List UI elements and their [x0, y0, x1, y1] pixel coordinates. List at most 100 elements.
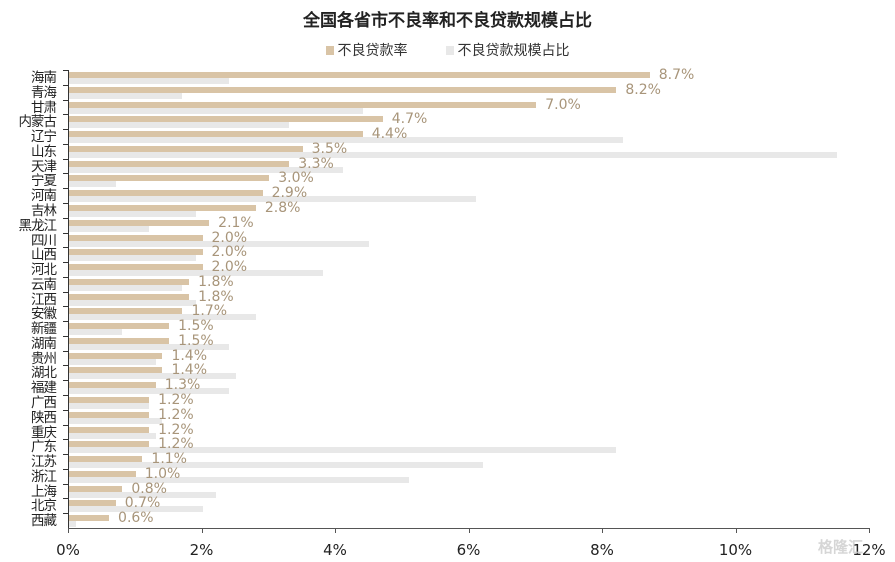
bar-row: 辽宁 4.4% — [31, 126, 869, 144]
y-tick — [63, 99, 68, 101]
bar-npl-share — [69, 122, 290, 129]
x-tick-label: 8% — [590, 541, 614, 559]
data-label: 1.1% — [151, 451, 187, 468]
category-label: 广西 — [31, 395, 57, 412]
bar-npl-share — [69, 78, 230, 84]
bar-row: 宁夏 3.0% — [31, 170, 869, 188]
data-label: 3.5% — [311, 140, 348, 157]
bar-npl-rate — [69, 500, 116, 507]
category-label: 福建 — [31, 380, 57, 397]
bar-row: 天津 3.3% — [31, 156, 869, 174]
bar-npl-rate — [69, 515, 110, 522]
bar-row: 吉林 2.8% — [31, 199, 869, 218]
bar-npl-rate — [69, 86, 617, 93]
bar-npl-share — [69, 358, 156, 365]
y-tick — [63, 202, 68, 204]
bar-npl-rate — [69, 249, 203, 256]
bar-row: 甘肃 7.0% — [31, 97, 869, 115]
bar-npl-share — [69, 255, 196, 262]
bar-row: 陕西 1.2% — [31, 406, 869, 425]
bar-row: 云南 1.8% — [31, 273, 869, 292]
data-label: 4.4% — [371, 126, 408, 143]
bar-npl-rate — [69, 426, 150, 433]
bar-row: 河南 2.9% — [31, 185, 869, 203]
legend-item-npl-share: 不良贷款规模占比 — [445, 40, 570, 60]
bar-npl-rate — [69, 323, 170, 330]
bar-npl-rate — [69, 397, 150, 404]
legend: 不良贷款率 不良贷款规模占比 — [0, 40, 895, 60]
x-tick — [468, 528, 470, 533]
bar-npl-share — [69, 432, 156, 439]
y-tick — [63, 143, 68, 145]
bar-row: 内蒙古 4.7% — [19, 111, 869, 129]
data-label: 0.6% — [118, 510, 154, 527]
category-label: 湖南 — [31, 335, 57, 352]
legend-item-npl-rate: 不良贷款率 — [325, 40, 408, 60]
legend-swatch-npl-rate — [325, 45, 334, 55]
bar-row: 西藏 0.6% — [31, 510, 869, 528]
bar-npl-share — [69, 329, 123, 336]
bar-npl-rate — [69, 219, 210, 226]
data-label: 2.8% — [264, 199, 301, 216]
category-label: 西藏 — [31, 513, 57, 530]
y-tick — [63, 84, 68, 86]
bar-npl-rate — [69, 367, 163, 374]
y-tick — [63, 350, 68, 352]
bar-npl-rate — [69, 116, 383, 123]
bar-npl-share — [69, 284, 183, 291]
x-tick-label: 2% — [189, 541, 214, 559]
bar-npl-share — [69, 491, 216, 498]
data-label: 1.8% — [198, 273, 234, 290]
y-tick — [63, 232, 68, 234]
data-label: 2.1% — [218, 214, 254, 231]
category-label: 江苏 — [31, 454, 57, 471]
data-label: 1.0% — [144, 465, 181, 482]
category-label: 海南 — [31, 70, 57, 86]
x-tick — [335, 528, 336, 533]
bar-npl-rate — [69, 352, 163, 359]
bar-npl-rate — [69, 190, 263, 197]
bar-npl-rate — [69, 160, 290, 167]
bar-npl-rate — [69, 175, 270, 182]
y-tick — [63, 306, 68, 308]
category-label: 上海 — [31, 483, 57, 500]
bar-npl-rate — [69, 145, 303, 152]
data-label: 1.4% — [171, 362, 208, 379]
y-tick — [63, 276, 68, 278]
category-label: 重庆 — [31, 424, 57, 441]
data-label: 2.0% — [211, 259, 248, 276]
bar-row: 广东 1.2% — [31, 436, 869, 454]
bar-row: 山东 3.5% — [31, 140, 869, 159]
x-tick — [68, 528, 69, 533]
x-tick — [869, 528, 870, 533]
bar-row: 上海 0.8% — [31, 481, 869, 499]
bar-npl-share — [69, 210, 196, 217]
legend-swatch-npl-share — [445, 45, 454, 55]
bar-npl-share — [69, 270, 323, 277]
category-label: 天津 — [31, 158, 57, 175]
bar-npl-rate — [69, 293, 190, 300]
bar-npl-rate — [69, 337, 170, 344]
y-tick — [63, 424, 68, 426]
y-tick — [63, 129, 68, 131]
y-tick — [63, 513, 68, 515]
data-label: 1.2% — [158, 436, 194, 453]
y-tick — [63, 365, 68, 367]
bar-npl-rate — [69, 234, 203, 241]
data-label: 1.2% — [158, 406, 194, 423]
bar-npl-share — [69, 521, 76, 528]
bar-row: 海南 8.7% — [31, 67, 869, 85]
legend-label: 不良贷款率 — [337, 43, 408, 59]
bar-row: 河北 2.0% — [31, 259, 869, 277]
y-tick — [63, 335, 68, 337]
category-label: 山东 — [31, 143, 57, 160]
bar-row: 福建 1.3% — [31, 377, 869, 395]
bar-row: 山西 2.0% — [31, 244, 869, 262]
y-tick — [63, 291, 68, 293]
x-tick-label: 0% — [56, 541, 80, 559]
category-label: 云南 — [31, 276, 57, 293]
category-label: 湖北 — [31, 365, 57, 382]
data-label: 4.7% — [391, 111, 428, 128]
y-tick — [63, 380, 68, 382]
bar-row: 湖北 1.4% — [31, 362, 869, 380]
